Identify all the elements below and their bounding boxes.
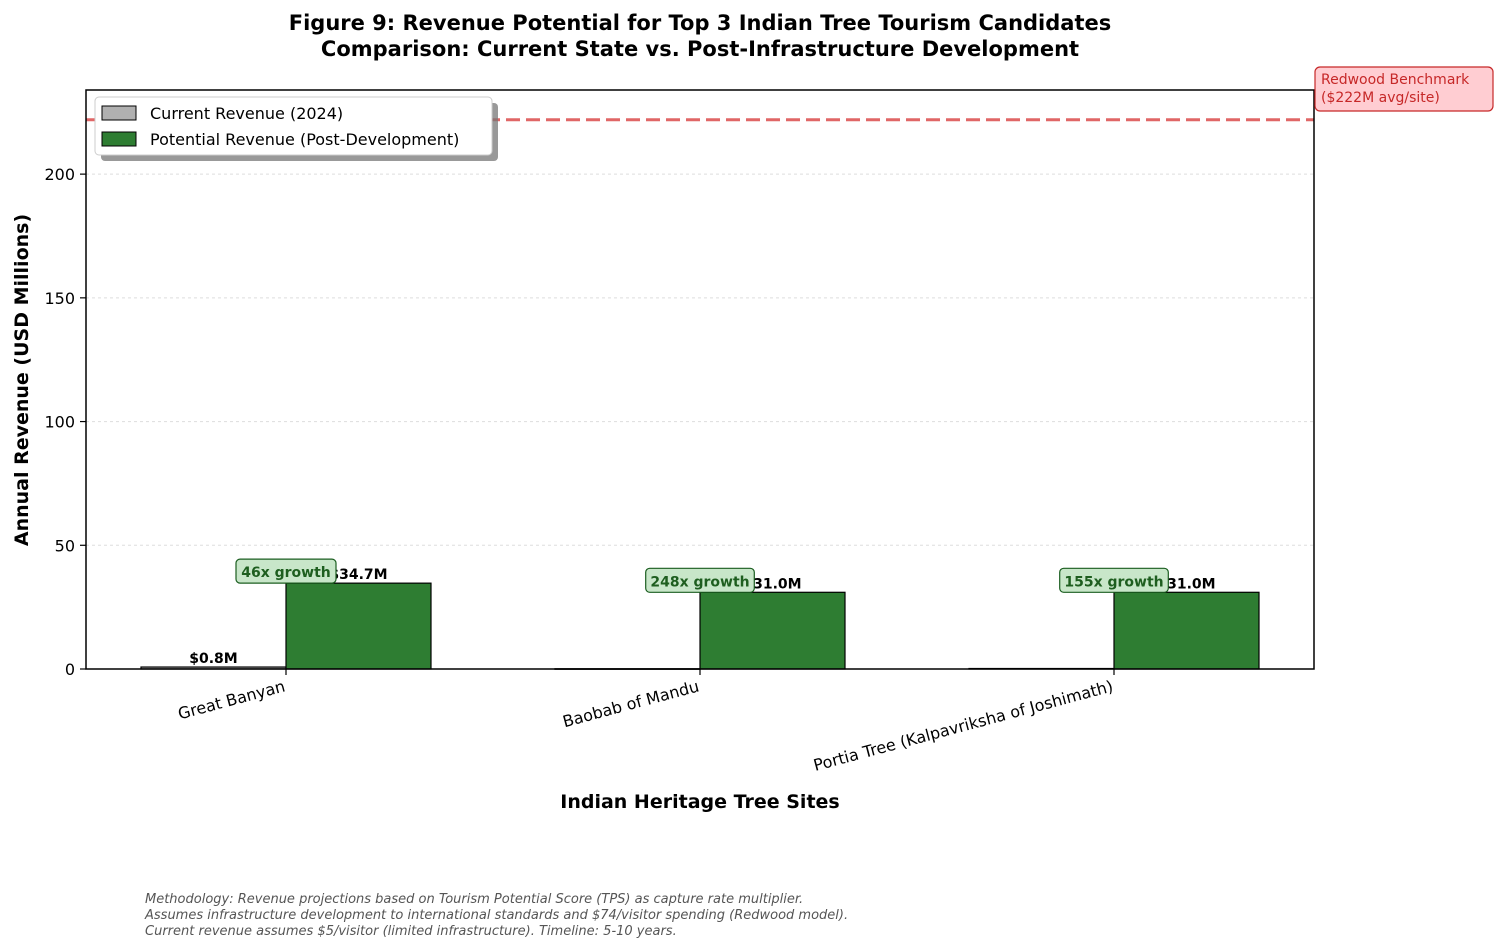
benchmark-label-box [1314, 66, 1494, 112]
x-tick-label-0: Great Banyan [176, 677, 287, 724]
y-tick-label-100: 100 [44, 413, 75, 432]
y-tick-label-0: 0 [65, 660, 75, 679]
potential-value-label-2: $31.0M [1157, 576, 1215, 592]
x-tick-label-1: Baobab of Mandu [561, 677, 701, 732]
y-tick-label-50: 50 [55, 536, 75, 555]
y-axis-ticks: 0 50 100 150 200 [44, 165, 86, 679]
growth-badge-label-0: 46x growth [241, 565, 331, 581]
legend: Current Revenue (2024) Potential Revenue… [94, 96, 498, 161]
x-axis-title: Indian Heritage Tree Sites [560, 791, 839, 813]
legend-swatch-potential [101, 131, 137, 147]
chart-title-line-1: Figure 9: Revenue Potential for Top 3 In… [289, 11, 1112, 35]
current-value-label-0: $0.8M [189, 651, 237, 667]
growth-badge-label-1: 248x growth [650, 574, 749, 590]
growth-badge-box-2 [1059, 567, 1169, 593]
x-axis-ticks: Great Banyan Baobab of Mandu Portia Tree (… [176, 669, 1115, 775]
potential-bar-0 [285, 582, 432, 670]
benchmark-label-line-1: Redwood Benchmark [1321, 72, 1470, 88]
footnote-line-2: Assumes infrastructure development to in… [145, 908, 849, 923]
footnote-line-1: Methodology: Revenue projections based o… [145, 892, 804, 907]
chart-title-line-2: Comparison: Current State vs. Post-Infra… [321, 37, 1079, 61]
growth-badge-box-1 [645, 567, 755, 593]
methodology-footnote: Methodology: Revenue projections based o… [145, 892, 848, 940]
bars-layer [140, 582, 1260, 670]
grid-lines [86, 173, 1314, 546]
growth-badge-box-0 [235, 558, 337, 584]
growth-badge-label-2: 155x growth [1064, 574, 1163, 590]
y-axis-title: Annual Revenue (USD Millions) [11, 214, 33, 546]
x-tick-label-2: Portia Tree (Kalpavriksha of Joshimath) [811, 677, 1115, 775]
benchmark-label-line-2: ($222M avg/site) [1321, 90, 1440, 106]
potential-value-label-1: $31.0M [743, 576, 801, 592]
y-tick-label-150: 150 [44, 289, 75, 308]
potential-bar-2 [1113, 591, 1260, 670]
y-tick-label-200: 200 [44, 165, 75, 184]
legend-box [94, 96, 493, 156]
potential-value-label-0: $34.7M [329, 567, 387, 583]
benchmark-annotation: Redwood Benchmark ($222M avg/site) [1314, 66, 1494, 112]
footnote-line-3: Current revenue assumes $5/visitor (limi… [145, 924, 677, 939]
potential-bar-1 [699, 591, 846, 670]
legend-label-potential: Potential Revenue (Post-Development) [150, 130, 459, 149]
legend-label-current: Current Revenue (2024) [150, 104, 343, 123]
legend-swatch-current [101, 105, 137, 121]
